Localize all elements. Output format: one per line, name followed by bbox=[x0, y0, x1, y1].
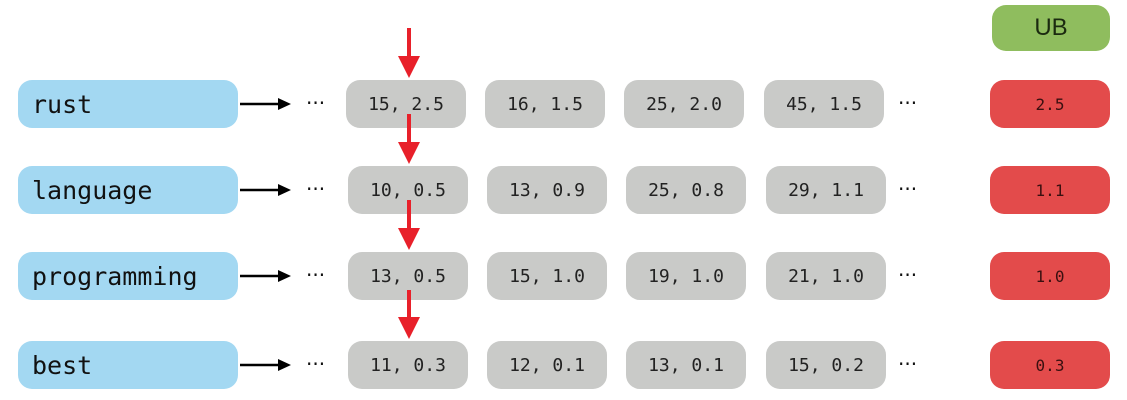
posting-cell: 21, 1.0 bbox=[766, 252, 886, 300]
cursor-arrow bbox=[398, 290, 420, 339]
posting-cell: 25, 2.0 bbox=[624, 80, 744, 128]
ub-value: 2.5 bbox=[990, 80, 1110, 128]
term-best: best bbox=[18, 341, 238, 389]
trailing-ellipsis: ··· bbox=[898, 263, 918, 287]
posting-cell: 15, 2.5 bbox=[346, 80, 466, 128]
posting-cell: 12, 0.1 bbox=[487, 341, 607, 389]
posting-cell: 11, 0.3 bbox=[348, 341, 468, 389]
posting-cell: 13, 0.9 bbox=[487, 166, 607, 214]
link-arrow bbox=[240, 184, 291, 196]
posting-cell: 16, 1.5 bbox=[485, 80, 605, 128]
ub-value: 1.1 bbox=[990, 166, 1110, 214]
trailing-ellipsis: ··· bbox=[898, 177, 918, 201]
cursor-arrow bbox=[398, 28, 420, 78]
link-arrow bbox=[240, 98, 291, 110]
link-arrow bbox=[240, 270, 291, 282]
leading-ellipsis: ··· bbox=[306, 263, 326, 287]
link-arrow bbox=[240, 359, 291, 371]
term-rust: rust bbox=[18, 80, 238, 128]
leading-ellipsis: ··· bbox=[306, 177, 326, 201]
leading-ellipsis: ··· bbox=[306, 91, 326, 115]
trailing-ellipsis: ··· bbox=[898, 352, 918, 376]
posting-cell: 13, 0.1 bbox=[626, 341, 746, 389]
posting-cell: 19, 1.0 bbox=[626, 252, 746, 300]
cursor-arrow bbox=[398, 114, 420, 164]
cursor-arrow bbox=[398, 200, 420, 250]
trailing-ellipsis: ··· bbox=[898, 91, 918, 115]
term-language: language bbox=[18, 166, 238, 214]
leading-ellipsis: ··· bbox=[306, 352, 326, 376]
posting-cell: 15, 0.2 bbox=[766, 341, 886, 389]
posting-cell: 15, 1.0 bbox=[487, 252, 607, 300]
ub-header: UB bbox=[992, 5, 1110, 51]
posting-cell: 25, 0.8 bbox=[626, 166, 746, 214]
posting-cell: 29, 1.1 bbox=[766, 166, 886, 214]
ub-value: 0.3 bbox=[990, 341, 1110, 389]
term-programming: programming bbox=[18, 252, 238, 300]
ub-value: 1.0 bbox=[990, 252, 1110, 300]
posting-cell: 45, 1.5 bbox=[764, 80, 884, 128]
